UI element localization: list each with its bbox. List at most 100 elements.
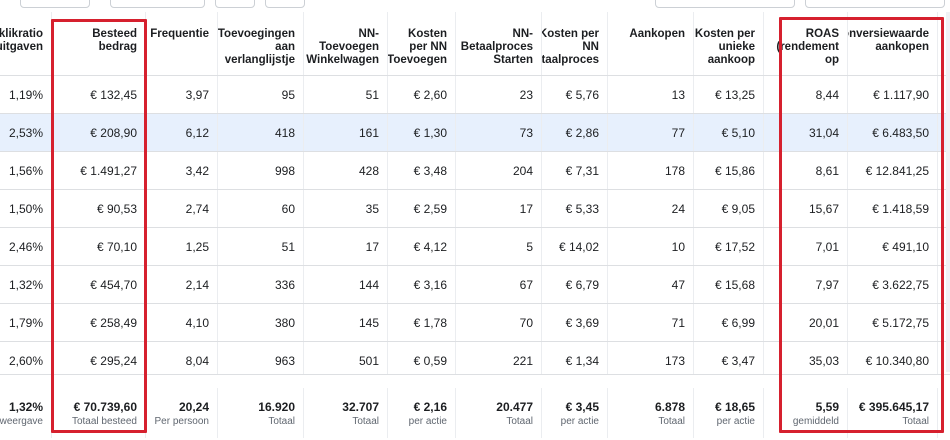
total-cost_unique: € 18,65 per actie xyxy=(694,388,764,438)
cell-checkout: 70 xyxy=(456,304,542,341)
cell-freq: 6,12 xyxy=(146,114,218,151)
table-row[interactable]: 1,50% € 90,53 2,74 60 35 € 2,59 17 € 5,33 24 € 9,… xyxy=(0,190,950,228)
column-header-freq[interactable]: Frequentie xyxy=(146,12,218,75)
column-header-purchases[interactable]: Aankopen xyxy=(608,12,694,75)
total-value: 6.878 xyxy=(654,399,685,414)
cell-roas: 35,03 xyxy=(764,342,848,379)
cell-wishlist: 60 xyxy=(218,190,304,227)
column-header-ctr[interactable]: Doorklikratio uitgaven xyxy=(0,12,52,75)
table-row[interactable]: 2,53% € 208,90 6,12 418 161 € 1,30 73 € 2,86 77 €… xyxy=(0,114,950,152)
date-picker[interactable] xyxy=(655,0,795,8)
column-header-label: Besteed bedrag xyxy=(92,28,137,53)
cell-roas: 20,01 xyxy=(764,304,848,341)
column-header-label: Frequentie xyxy=(150,28,209,40)
cell-cost_unique: € 5,10 xyxy=(694,114,764,151)
column-header-roas[interactable]: ROAS (rendement op xyxy=(764,12,848,75)
cell-checkout: 23 xyxy=(456,76,542,113)
cell-purchases: 10 xyxy=(608,228,694,265)
column-header-label: Toevoegingen aan verlanglijstje xyxy=(218,28,295,66)
total-spend: € 70.739,60 Totaal besteed xyxy=(54,388,146,438)
cell-freq: 3,42 xyxy=(146,152,218,189)
total-ctr: 1,32%Per weergave xyxy=(0,388,52,438)
column-header-checkout[interactable]: NN-Betaalproces Starten xyxy=(456,12,542,75)
toolbar-button[interactable] xyxy=(265,0,305,8)
column-header-cart[interactable]: NN-Toevoegen Winkelwagen xyxy=(304,12,388,75)
cell-cost_add: € 1,30 xyxy=(388,114,456,151)
column-header-cost_checkout[interactable]: Kosten per NN Betaalproces xyxy=(542,12,608,75)
cell-purchases: 173 xyxy=(608,342,694,379)
total-value: € 70.739,60 xyxy=(73,399,137,414)
cell-cost_checkout: € 6,79 xyxy=(542,266,608,303)
cell-cost_unique: € 9,05 xyxy=(694,190,764,227)
cell-cart: 145 xyxy=(304,304,388,341)
cell-cart: 17 xyxy=(304,228,388,265)
table-row[interactable]: 1,56% € 1.491,27 3,42 998 428 € 3,48 204 € 7,31… xyxy=(0,152,950,190)
cell-spend: € 208,90 xyxy=(54,114,146,151)
cell-freq: 1,25 xyxy=(146,228,218,265)
total-conv_value: € 395.645,17 Totaal xyxy=(848,388,938,438)
table-divider xyxy=(0,374,950,388)
cell-cost_unique: € 6,99 xyxy=(694,304,764,341)
cell-purchases: 13 xyxy=(608,76,694,113)
column-header-wishlist[interactable]: Toevoegingen aan verlanglijstje xyxy=(218,12,304,75)
total-sublabel: Totaal besteed xyxy=(71,415,137,427)
cell-ctr: 1,79% xyxy=(0,304,52,341)
cell-wishlist: 963 xyxy=(218,342,304,379)
total-sublabel: Totaal xyxy=(268,415,295,427)
total-value: 20.477 xyxy=(496,399,533,414)
cell-conv_value: € 491,10 xyxy=(848,228,938,265)
cell-conv_value: € 6.483,50 xyxy=(848,114,938,151)
cell-cost_add: € 0,59 xyxy=(388,342,456,379)
table-row[interactable]: 1,79% € 258,49 4,10 380 145 € 1,78 70 € 3,69 71 €… xyxy=(0,304,950,342)
total-checkout: 20.477 Totaal xyxy=(456,388,542,438)
cell-cart: 51 xyxy=(304,76,388,113)
column-header-label: ROAS (rendement op xyxy=(776,28,839,66)
cell-purchases: 77 xyxy=(608,114,694,151)
cell-roas: 15,67 xyxy=(764,190,848,227)
cell-freq: 2,14 xyxy=(146,266,218,303)
total-sublabel: per actie xyxy=(716,415,755,427)
total-purchases: 6.878 Totaal xyxy=(608,388,694,438)
total-sublabel: Per persoon xyxy=(154,415,209,427)
column-header-cost_add[interactable]: Kosten per NN Toevoegen xyxy=(388,12,456,75)
cell-cart: 35 xyxy=(304,190,388,227)
cell-cost_unique: € 13,25 xyxy=(694,76,764,113)
table-row[interactable]: 1,32% € 454,70 2,14 336 144 € 3,16 67 € 6,79 47 €… xyxy=(0,266,950,304)
cell-ctr: 1,19% xyxy=(0,76,52,113)
table-row[interactable]: 2,46% € 70,10 1,25 51 17 € 4,12 5 € 14,02 10 € 17… xyxy=(0,228,950,266)
total-value: 32.707 xyxy=(342,399,379,414)
cell-cost_add: € 1,78 xyxy=(388,304,456,341)
cell-checkout: 67 xyxy=(456,266,542,303)
total-sublabel: Totaal xyxy=(658,415,685,427)
cell-cost_checkout: € 14,02 xyxy=(542,228,608,265)
cell-conv_value: € 1.117,90 xyxy=(848,76,938,113)
cell-freq: 2,74 xyxy=(146,190,218,227)
cell-spend: € 258,49 xyxy=(54,304,146,341)
cell-cost_add: € 2,59 xyxy=(388,190,456,227)
total-cart: 32.707 Totaal xyxy=(304,388,388,438)
column-header-conv_value[interactable]: Conversiewaarde aankopen xyxy=(848,12,938,75)
total-sublabel: Per weergave xyxy=(0,415,43,427)
cell-roas: 7,97 xyxy=(764,266,848,303)
cell-conv_value: € 3.622,75 xyxy=(848,266,938,303)
toolbar-button[interactable] xyxy=(20,0,90,8)
toolbar-button[interactable] xyxy=(805,0,945,8)
cell-roas: 7,01 xyxy=(764,228,848,265)
cell-spend: € 454,70 xyxy=(54,266,146,303)
total-freq: 20,24 Per persoon xyxy=(146,388,218,438)
total-sublabel: gemiddeld xyxy=(792,415,839,427)
vertical-scrollbar[interactable] xyxy=(946,12,950,372)
column-header-spend[interactable]: Besteed bedrag xyxy=(54,12,146,75)
cell-conv_value: € 12.841,25 xyxy=(848,152,938,189)
table-row[interactable]: 1,19% € 132,45 3,97 95 51 € 2,60 23 € 5,76 13 € 1… xyxy=(0,76,950,114)
cell-checkout: 5 xyxy=(456,228,542,265)
total-value: € 18,65 xyxy=(714,399,755,414)
cell-freq: 8,04 xyxy=(146,342,218,379)
toolbar-button[interactable] xyxy=(110,0,205,8)
toolbar-button[interactable] xyxy=(215,0,255,8)
cell-cost_checkout: € 1,34 xyxy=(542,342,608,379)
column-header-cost_unique[interactable]: Kosten per unieke aankoop xyxy=(694,12,764,75)
total-roas: 5,59 gemiddeld xyxy=(764,388,848,438)
cell-cost_checkout: € 5,76 xyxy=(542,76,608,113)
